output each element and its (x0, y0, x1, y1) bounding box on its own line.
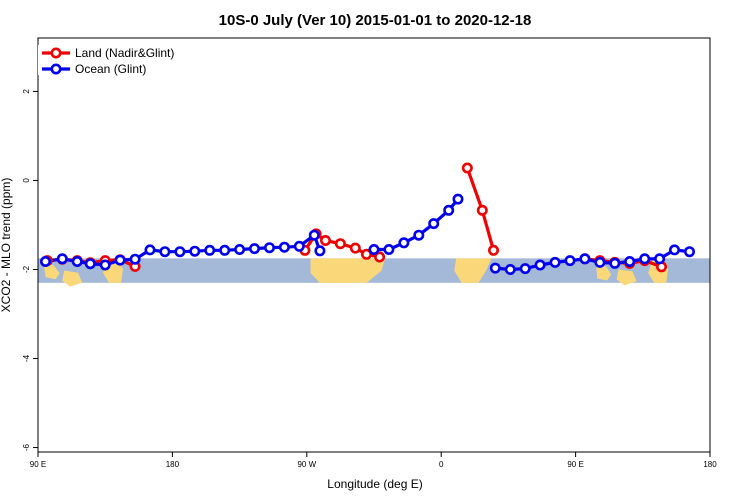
data-point-ocean (579, 253, 591, 265)
data-point-land (319, 235, 331, 247)
data-point-ocean (519, 263, 531, 275)
data-point-ocean (56, 253, 68, 265)
legend-label-ocean: Ocean (Glint) (75, 62, 146, 76)
data-point-land (360, 248, 372, 260)
x-tick-label: 180 (166, 460, 180, 469)
data-point-ocean (234, 244, 246, 256)
data-point-ocean (39, 255, 51, 267)
x-tick-label: 90 W (297, 460, 316, 469)
data-point-land (334, 238, 346, 250)
x-axis-label: Longitude (deg E) (327, 477, 422, 491)
y-tick-label: -2 (22, 265, 31, 273)
data-point-ocean (314, 245, 326, 257)
y-tick-label: 0 (22, 178, 31, 183)
data-point-land (487, 244, 499, 256)
data-point-ocean (368, 244, 380, 256)
legend: Land (Nadir&Glint) Ocean (Glint) (38, 45, 198, 76)
data-point-ocean (504, 263, 516, 275)
data-point-ocean (398, 237, 410, 249)
data-point-ocean (639, 253, 651, 265)
data-point-ocean (129, 253, 141, 265)
y-axis-label: XCO2 - MLO trend (ppm) (0, 178, 13, 313)
data-point-ocean (452, 193, 464, 205)
data-point-ocean (443, 204, 455, 216)
x-tick-label: 90 E (30, 460, 46, 469)
data-point-ocean (293, 240, 305, 252)
data-point-ocean (99, 259, 111, 271)
data-point-land (461, 162, 473, 174)
data-point-ocean (204, 244, 216, 256)
land-shape (596, 264, 612, 281)
data-point-ocean (219, 244, 231, 256)
land-shape (454, 258, 492, 283)
data-point-ocean (71, 255, 83, 267)
land-shape (616, 269, 637, 286)
data-point-ocean (594, 256, 606, 268)
x-tick-label: 180 (703, 460, 717, 469)
data-point-ocean (84, 258, 96, 270)
data-point-ocean (534, 259, 546, 271)
data-point-ocean (609, 257, 621, 269)
data-point-ocean (383, 244, 395, 256)
data-point-ocean (189, 245, 201, 257)
land-shape (62, 270, 83, 287)
x-tick-label: 0 (439, 460, 444, 469)
data-point-land (349, 242, 361, 254)
legend-marker-land (50, 47, 62, 59)
data-point-land (476, 204, 488, 216)
data-point-ocean (683, 246, 695, 258)
data-point-ocean (114, 254, 126, 266)
legend-label-land: Land (Nadir&Glint) (75, 46, 174, 60)
data-point-ocean (308, 229, 320, 241)
data-point-ocean (564, 255, 576, 267)
data-point-ocean (668, 244, 680, 256)
data-point-ocean (654, 253, 666, 265)
data-point-ocean (413, 229, 425, 241)
axes: 90 E 180 90 W 0 90 E 180 2 0 -2 -4 -6 (22, 37, 717, 469)
data-point-ocean (489, 262, 501, 274)
data-point-ocean (159, 246, 171, 258)
data-point-ocean (624, 255, 636, 267)
y-tick-label: -6 (22, 443, 31, 451)
data-point-ocean (428, 218, 440, 230)
chart-title: 10S-0 July (Ver 10) 2015-01-01 to 2020-1… (219, 12, 532, 29)
data-point-ocean (144, 244, 156, 256)
data-point-ocean (249, 243, 261, 255)
land-shape (43, 263, 60, 280)
y-tick-label: -4 (22, 354, 31, 362)
data-point-ocean (549, 256, 561, 268)
data-point-ocean (174, 246, 186, 258)
y-tick-label: 2 (22, 89, 31, 94)
legend-marker-ocean (50, 63, 62, 75)
series-layer (39, 162, 695, 275)
plot-frame (37, 37, 711, 453)
data-point-ocean (278, 241, 290, 253)
data-point-land (374, 251, 386, 263)
data-point-ocean (263, 242, 275, 254)
x-tick-label: 90 E (567, 460, 583, 469)
land-shape (310, 258, 386, 283)
